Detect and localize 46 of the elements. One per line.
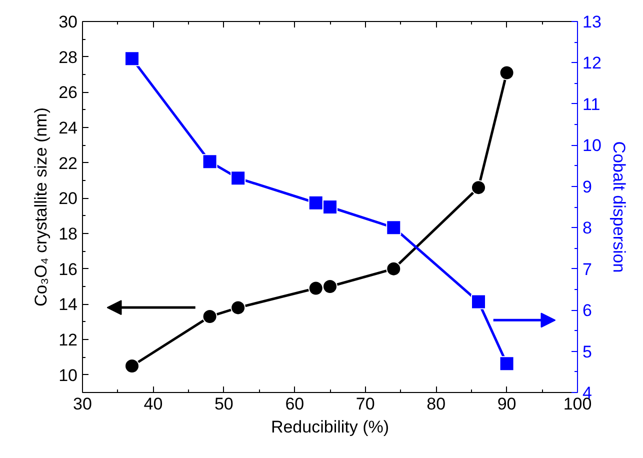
y-axis-title: Co₃O₄ crystallite size (nm): [32, 107, 51, 306]
y-tick-label: 18: [58, 224, 78, 244]
x-tick-label: 50: [214, 394, 234, 414]
point: [230, 300, 246, 316]
point: [386, 220, 402, 236]
y2-tick-label: 8: [582, 218, 592, 238]
x-tick-label: 80: [426, 394, 446, 414]
point: [230, 170, 246, 186]
y-tick-label: 16: [58, 260, 78, 279]
point: [202, 154, 218, 170]
point: [124, 51, 140, 66]
point: [499, 65, 514, 80]
y-tick-label: 28: [58, 48, 78, 67]
y2-tick-label: 7: [582, 260, 592, 279]
y-tick-label: 14: [58, 295, 78, 314]
y-tick-label: 12: [58, 330, 78, 350]
x-tick-label: 90: [497, 394, 516, 414]
y2-axis-title: Cobalt dispersion: [609, 141, 628, 273]
y2-tick-label: 9: [582, 177, 592, 196]
point: [471, 294, 486, 310]
x-tick-label: 40: [144, 394, 163, 414]
y2-tick-label: 6: [582, 301, 592, 320]
x-tick-label: 70: [356, 394, 375, 414]
y2-tick-label: 5: [582, 342, 592, 362]
y2-tick-label: 12: [582, 54, 602, 73]
point: [202, 309, 218, 324]
y-tick-label: 22: [58, 154, 78, 173]
y-tick-label: 20: [58, 189, 78, 208]
point: [322, 279, 338, 294]
y-tick-label: 10: [58, 366, 78, 385]
x-tick-label: 30: [73, 394, 92, 414]
y-tick-label: 26: [58, 83, 78, 102]
point: [471, 180, 486, 196]
point: [124, 358, 140, 374]
y-tick-label: 24: [58, 118, 78, 138]
point: [308, 195, 324, 210]
point: [499, 356, 514, 372]
point: [386, 261, 402, 276]
x-tick-label: 60: [285, 394, 304, 414]
x-axis-title: Reducibility (%): [270, 418, 390, 436]
point: [308, 280, 324, 296]
y2-tick-label: 10: [582, 136, 602, 156]
y-tick-label: 30: [58, 12, 78, 32]
y2-tick-label: 11: [582, 94, 600, 114]
point: [322, 200, 338, 214]
y2-tick-label: 13: [582, 12, 602, 32]
